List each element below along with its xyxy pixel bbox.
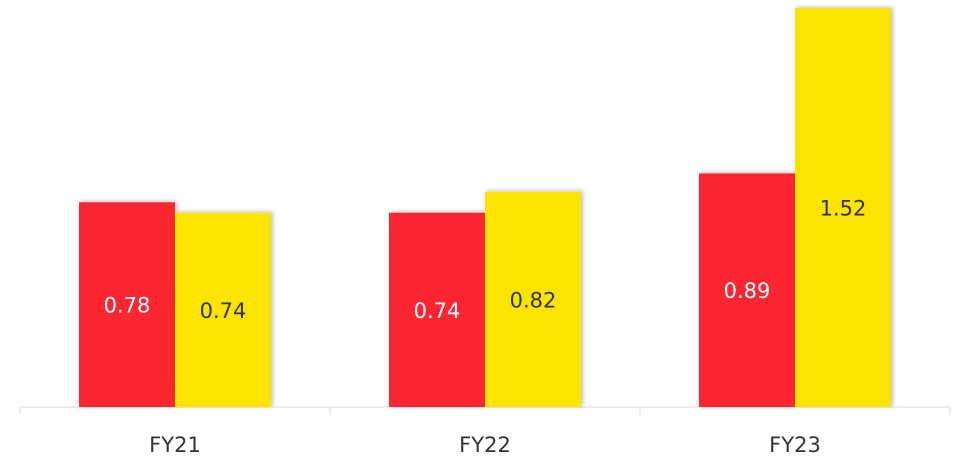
bar bbox=[699, 173, 795, 407]
data-label: 0.82 bbox=[510, 288, 557, 312]
data-label: 0.78 bbox=[104, 294, 151, 318]
data-label: 0.74 bbox=[200, 299, 247, 323]
bar bbox=[175, 212, 271, 407]
bar bbox=[79, 202, 175, 407]
x-tick-label: FY23 bbox=[769, 433, 821, 457]
bar bbox=[795, 8, 891, 407]
x-tick-label: FY21 bbox=[149, 433, 201, 457]
x-tick-label: FY22 bbox=[459, 433, 511, 457]
data-label: 0.74 bbox=[414, 299, 461, 323]
bar bbox=[485, 191, 581, 407]
bar bbox=[389, 212, 485, 407]
data-label: 1.52 bbox=[820, 197, 867, 221]
data-label: 0.89 bbox=[724, 279, 771, 303]
